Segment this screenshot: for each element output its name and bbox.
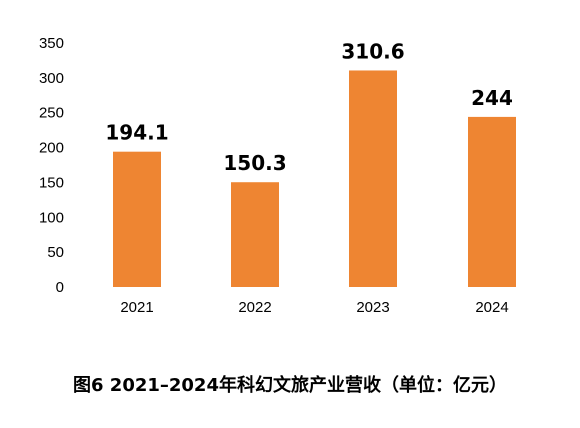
y-tick-label: 0 bbox=[56, 279, 64, 296]
x-tick-label-2021: 2021 bbox=[120, 299, 153, 316]
y-axis-tick-labels: 0 50 100 150 200 250 300 350 bbox=[39, 35, 64, 296]
y-tick-label: 300 bbox=[39, 70, 64, 87]
data-label-2023: 310.6 bbox=[341, 39, 404, 63]
bar-2023 bbox=[349, 70, 397, 287]
x-axis-tick-labels: 2021 2022 2023 2024 bbox=[120, 299, 508, 316]
y-tick-label: 100 bbox=[39, 209, 64, 226]
figure-caption: 图6 2021–2024年科幻文旅产业营收（单位：亿元） bbox=[73, 375, 507, 396]
data-label-2024: 244 bbox=[471, 86, 513, 110]
data-label-2022: 150.3 bbox=[223, 151, 286, 175]
bar-2022 bbox=[231, 182, 279, 287]
y-tick-label: 350 bbox=[39, 35, 64, 52]
y-tick-label: 50 bbox=[47, 244, 64, 261]
y-tick-label: 150 bbox=[39, 174, 64, 191]
y-tick-label: 250 bbox=[39, 105, 64, 122]
x-tick-label-2023: 2023 bbox=[356, 299, 389, 316]
x-tick-label-2022: 2022 bbox=[238, 299, 271, 316]
data-label-2021: 194.1 bbox=[105, 121, 168, 145]
bars bbox=[113, 70, 516, 287]
y-tick-label: 200 bbox=[39, 140, 64, 157]
data-labels: 194.1 150.3 310.6 244 bbox=[105, 39, 513, 175]
bar-2024 bbox=[468, 116, 516, 287]
bar-2021 bbox=[113, 151, 161, 287]
x-tick-label-2024: 2024 bbox=[475, 299, 508, 316]
